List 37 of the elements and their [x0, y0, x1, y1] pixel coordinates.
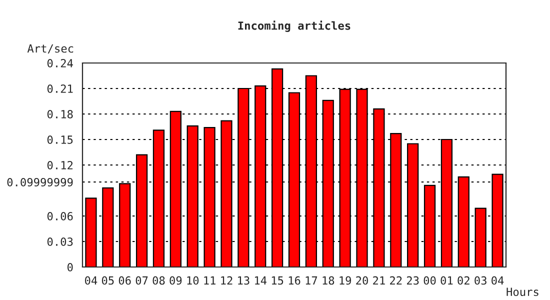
x-tick-label: 04 [85, 276, 98, 285]
x-tick-label: 14 [255, 276, 267, 285]
x-tick-label: 08 [152, 276, 165, 285]
x-tick-label: 01 [440, 276, 453, 285]
x-tick-label: 05 [102, 276, 114, 285]
x-tick-label: 10 [187, 276, 199, 285]
x-tick-label: 18 [322, 276, 334, 285]
x-tick-label: 00 [424, 276, 436, 285]
y-tick-label: 0.24 [47, 59, 73, 68]
y-tick-label: 0.03 [47, 238, 73, 246]
x-tick-label: 22 [390, 276, 402, 285]
x-tick-label: 23 [406, 276, 419, 285]
x-tick-label: 16 [288, 276, 300, 285]
x-tick-label: 09 [170, 276, 182, 285]
y-tick-label: 0.18 [47, 110, 73, 118]
x-tick-label: 04 [492, 276, 504, 285]
x-tick-label: 15 [272, 276, 284, 285]
y-tick-label: 0.09999999 [7, 178, 73, 186]
y-tick-label: 0.15 [47, 136, 73, 144]
y-tick-label: 0.12 [47, 161, 73, 170]
x-tick-label: 02 [458, 276, 470, 285]
x-tick-label: 11 [204, 276, 216, 285]
y-axis-title: Art/sec [27, 44, 74, 54]
x-tick-label: 03 [474, 276, 486, 285]
chart-title: Incoming articles [238, 20, 350, 32]
x-tick-label: 12 [221, 276, 232, 285]
x-tick-label: 20 [356, 276, 368, 285]
x-tick-label: 21 [373, 276, 385, 285]
x-tick-label: 13 [238, 276, 250, 285]
x-tick-label: 17 [306, 276, 318, 285]
x-tick-label: 19 [340, 276, 352, 285]
x-axis-title: Hours [506, 288, 538, 296]
x-tick-label: 07 [136, 276, 148, 285]
y-tick-label: 0 [68, 263, 73, 272]
y-tick-label: 0.21 [47, 84, 73, 93]
x-tick-label: 06 [118, 276, 131, 285]
y-tick-label: 0.06 [47, 212, 73, 220]
